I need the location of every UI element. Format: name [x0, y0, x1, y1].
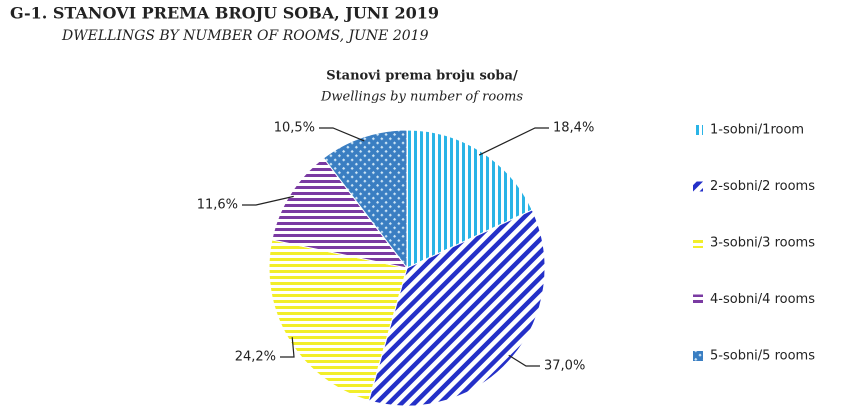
- leader-line: [478, 127, 549, 156]
- leader-line: [319, 127, 365, 142]
- legend-label: 1-sobni/1room: [710, 123, 804, 138]
- data-label: 11,6%: [197, 198, 238, 213]
- data-label: 37,0%: [544, 359, 585, 374]
- legend-label: 2-sobni/2 rooms: [710, 179, 815, 194]
- data-label: 10,5%: [274, 121, 315, 136]
- pie-slice: [268, 239, 408, 402]
- legend-swatch: [693, 294, 703, 305]
- data-label: 24,2%: [235, 350, 276, 365]
- chart-title: Dwellings by number of rooms: [320, 90, 523, 105]
- legend-swatch: [693, 181, 703, 192]
- pie-slice: [271, 157, 409, 269]
- legend-label: 4-sobni/4 rooms: [710, 292, 815, 307]
- chart-title: Stanovi prema broju soba/: [326, 69, 518, 84]
- pie-slice: [322, 129, 408, 270]
- subtitle: DWELLINGS BY NUMBER OF ROOMS, JUNE 2019: [61, 28, 429, 44]
- legend-swatch: [693, 351, 703, 361]
- title: G-1. STANOVI PREMA BROJU SOBA, JUNI 2019: [10, 4, 439, 23]
- legend-label: 3-sobni/3 rooms: [710, 236, 815, 251]
- leader-line: [508, 354, 540, 367]
- legend-label: 5-sobni/5 rooms: [710, 349, 815, 364]
- legend-swatch: [693, 238, 703, 248]
- legend-swatch: [693, 125, 703, 135]
- data-label: 18,4%: [553, 121, 594, 136]
- leader-line: [242, 195, 294, 206]
- pie-slice: [406, 129, 533, 269]
- pie: [268, 129, 546, 407]
- leader-line: [280, 337, 295, 358]
